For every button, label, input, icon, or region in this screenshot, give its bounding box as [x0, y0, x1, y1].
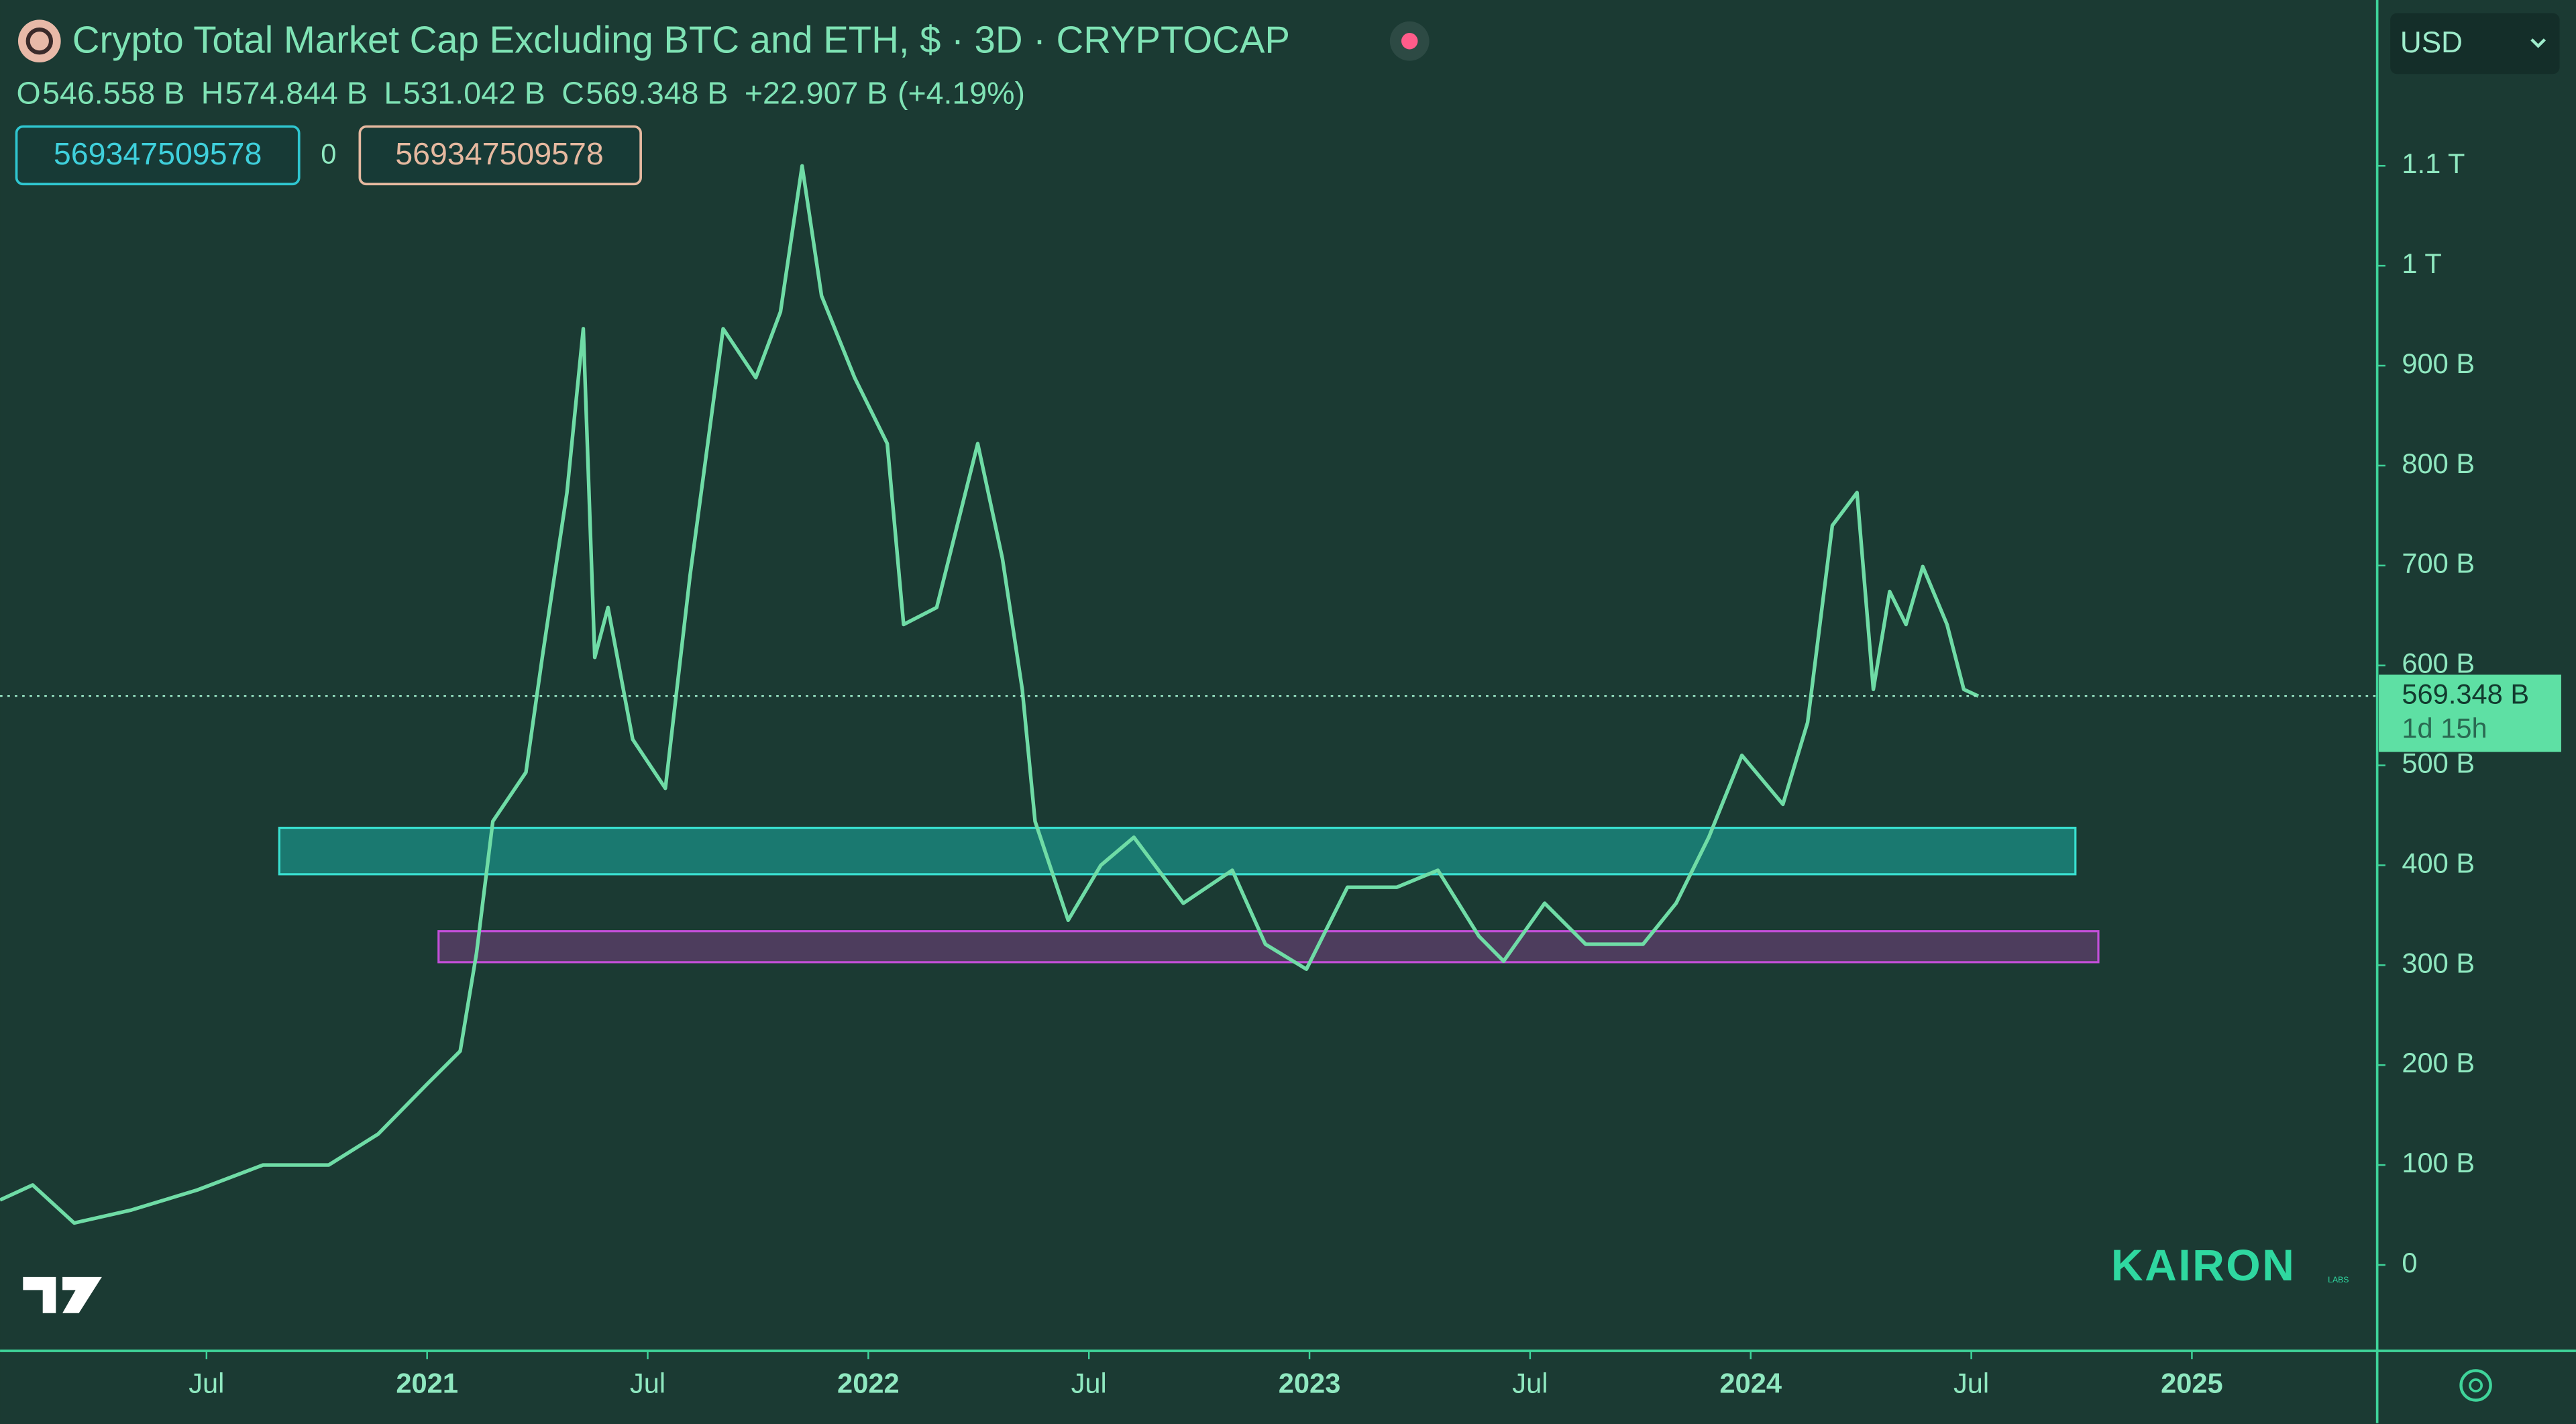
currency-label: USD	[2400, 26, 2463, 59]
x-tick-label: 2021	[396, 1367, 458, 1398]
x-tick-label: Jul	[630, 1367, 665, 1398]
ohlc-key: C	[561, 75, 584, 110]
ohlc-value: 546.558 B	[42, 75, 184, 110]
x-tick-label: Jul	[1953, 1367, 1989, 1398]
y-tick-label: 900 B	[2402, 348, 2475, 379]
status-dot	[1401, 32, 1418, 50]
y-tick-label: 200 B	[2402, 1047, 2475, 1078]
x-tick-label: Jul	[1512, 1367, 1548, 1398]
x-tick-label: 2025	[2161, 1367, 2223, 1398]
y-tick-label: 600 B	[2402, 648, 2475, 679]
input-value: 569347509578	[395, 136, 603, 171]
x-tick-label: 2023	[1279, 1367, 1341, 1398]
ohlc-key: L	[384, 75, 401, 110]
input-box[interactable]	[15, 125, 301, 186]
y-tick-label: 400 B	[2402, 847, 2475, 878]
ohlc-value: 574.844 B	[225, 75, 368, 110]
y-tick-label: 700 B	[2402, 548, 2475, 579]
ohlc-value: 531.042 B	[403, 75, 545, 110]
x-tick-label: Jul	[189, 1367, 224, 1398]
symbol-logo[interactable]	[17, 19, 61, 63]
y-tick-label: 500 B	[2402, 748, 2475, 779]
price-line-series	[0, 164, 1980, 1225]
y-tick-label: 0	[2402, 1247, 2417, 1278]
dropdown-arrow	[2530, 38, 2546, 48]
x-tick-label: Jul	[1071, 1367, 1107, 1398]
y-tick-label: 800 B	[2402, 448, 2475, 479]
y-tick-label: 300 B	[2402, 947, 2475, 978]
symbol-logo-mark	[25, 28, 54, 55]
input-value: 0	[321, 138, 336, 170]
x-tick-label: 2022	[837, 1367, 900, 1398]
countdown: 1d 15h	[2402, 713, 2487, 744]
ohlc-legend: O 546.558 B H 574.844 B L 531.042 B C 569.348 B…	[17, 75, 1026, 110]
ohlc-value: 569.348 B	[586, 75, 728, 110]
y-tick-label: 1.1 T	[2402, 148, 2465, 179]
watermark: KAIRON	[2111, 1241, 2296, 1290]
settings-icon	[2469, 1378, 2483, 1392]
y-tick-label: 100 B	[2402, 1147, 2475, 1178]
plot-area	[0, 164, 2377, 1225]
y-tick-label: 1 T	[2402, 248, 2441, 279]
chart-title: Crypto Total Market Cap Excluding BTC an…	[72, 19, 1290, 61]
change: +22.907 B	[745, 75, 888, 110]
last-price-label: 569.348 B	[2402, 678, 2529, 709]
input-value: 569347509578	[54, 136, 262, 171]
watermark-sub: LABS	[2328, 1275, 2349, 1284]
currency-button[interactable]	[2390, 13, 2560, 74]
ohlc-key: H	[201, 75, 224, 110]
tradingview-logo[interactable]	[23, 1276, 102, 1313]
settings-button[interactable]	[2459, 1369, 2492, 1402]
change-pct: (+4.19%)	[898, 75, 1025, 110]
input-box[interactable]	[358, 125, 642, 186]
ohlc-key: O	[17, 75, 41, 110]
last-price-tag	[2379, 674, 2561, 752]
x-tick-label: 2024	[1719, 1367, 1782, 1398]
zone	[278, 826, 2077, 876]
